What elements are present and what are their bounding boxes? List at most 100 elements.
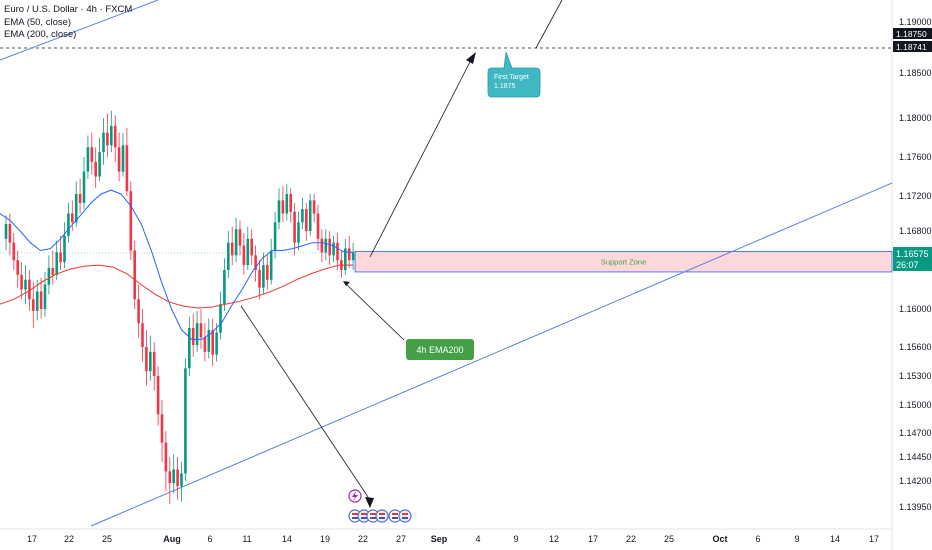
x-tick-label: 4 bbox=[475, 534, 480, 544]
flag-stripe-icon bbox=[361, 517, 367, 519]
x-tick-label: 19 bbox=[320, 534, 330, 544]
y-tick-label: 1.13950 bbox=[899, 502, 932, 512]
candle-body bbox=[129, 191, 133, 251]
upper-trendline bbox=[0, 0, 159, 61]
candle-body bbox=[308, 200, 312, 231]
candle-body bbox=[211, 329, 214, 355]
candle-body bbox=[137, 299, 140, 324]
x-tick-label: 22 bbox=[626, 534, 636, 544]
x-tick-label: 9 bbox=[794, 534, 799, 544]
candle-body bbox=[16, 260, 19, 275]
target-arrow-line bbox=[369, 57, 473, 258]
candle-body bbox=[20, 274, 23, 290]
candle-body bbox=[347, 248, 351, 261]
candle-body bbox=[35, 291, 39, 311]
x-tick-label: 11 bbox=[242, 534, 251, 544]
y-tick-label: 1.15000 bbox=[899, 400, 932, 410]
down-arrowhead bbox=[365, 497, 374, 508]
candle-body bbox=[266, 265, 269, 280]
target-price-tag-1 bbox=[893, 28, 932, 39]
flag-stripe-icon bbox=[352, 517, 358, 519]
candle-body bbox=[110, 125, 113, 146]
candle-body bbox=[59, 252, 62, 263]
candle-body bbox=[74, 194, 78, 223]
candle-body bbox=[227, 242, 230, 270]
first-target-callout bbox=[487, 51, 541, 98]
target-price-tag-2 bbox=[893, 41, 932, 52]
candle-body bbox=[94, 161, 97, 177]
candle-body bbox=[301, 209, 304, 223]
event-markers[interactable] bbox=[348, 489, 412, 523]
x-tick-label: 6 bbox=[755, 534, 760, 544]
candle-body bbox=[305, 209, 308, 231]
candle-body bbox=[242, 245, 246, 266]
x-tick-label: 25 bbox=[102, 534, 112, 544]
calendar-event-icon[interactable] bbox=[398, 509, 412, 523]
target-arrow-tail bbox=[535, 0, 563, 49]
candle-body bbox=[324, 238, 328, 253]
flag-stripe-icon bbox=[361, 513, 367, 515]
y-tick-label: 1.19000 bbox=[899, 17, 932, 27]
y-tick-label: 1.14450 bbox=[899, 452, 932, 462]
candle-body bbox=[351, 252, 355, 261]
price-axis[interactable]: 1.19000 1.18500 1.18000 1.17600 1.17200 1.168… bbox=[893, 17, 932, 512]
candle-body bbox=[176, 469, 179, 487]
candle-body bbox=[281, 200, 285, 214]
candle-body bbox=[12, 242, 16, 261]
candle-body bbox=[172, 469, 175, 484]
candle-body bbox=[32, 299, 35, 311]
support-zone-box bbox=[354, 251, 893, 273]
x-tick-label: Oct bbox=[712, 534, 727, 544]
x-tick-label: 6 bbox=[207, 534, 212, 544]
candle-body bbox=[328, 238, 331, 256]
y-tick-label: 1.15600 bbox=[899, 342, 932, 352]
candle-body bbox=[106, 132, 109, 146]
candle-body bbox=[152, 351, 156, 376]
candle-body bbox=[289, 194, 292, 212]
candle-body bbox=[98, 152, 101, 177]
candle-body bbox=[164, 442, 168, 472]
flag-stripe-icon bbox=[379, 513, 385, 515]
flag-stripe-icon bbox=[402, 517, 408, 519]
symbol-title[interactable]: Euro / U.S. Dollar · 4h · FXCM bbox=[4, 4, 133, 15]
annotations: First Target 1.1875 4h EMA200 bbox=[240, 0, 563, 508]
time-axis[interactable]: 17 22 25 Aug 6 11 14 19 22 27 Sep 4 9 12 17 22 25 Oct 6 9 14… bbox=[27, 534, 879, 544]
y-tick-label: 1.15300 bbox=[899, 371, 932, 381]
candle-body bbox=[67, 213, 70, 236]
ema50-line bbox=[0, 189, 354, 340]
flag-stripe-icon bbox=[392, 517, 398, 519]
candle-body bbox=[207, 329, 211, 352]
x-tick-label: 22 bbox=[64, 534, 74, 544]
candle-body bbox=[90, 147, 94, 162]
candle-body bbox=[113, 125, 117, 148]
candle-body bbox=[184, 368, 187, 474]
candle-body bbox=[277, 200, 281, 223]
candle-body bbox=[254, 255, 257, 270]
candle-body bbox=[55, 252, 58, 275]
candle-body bbox=[24, 279, 27, 290]
ema200-legend[interactable]: EMA (200, close) bbox=[4, 29, 77, 40]
candle-body bbox=[320, 238, 324, 253]
candle-body bbox=[269, 250, 273, 280]
x-tick-label: 14 bbox=[282, 534, 292, 544]
lower-trendline bbox=[90, 182, 893, 527]
calendar-event-icon[interactable] bbox=[375, 509, 389, 523]
lightning-glyph bbox=[352, 491, 358, 501]
ema-arrowhead bbox=[343, 281, 350, 286]
target-price-tag-2-text: 1.18741 bbox=[896, 42, 927, 52]
candle-body bbox=[78, 194, 82, 203]
candle-body bbox=[336, 242, 339, 261]
candle-body bbox=[238, 229, 242, 246]
x-tick-label: 12 bbox=[549, 534, 559, 544]
candle-body bbox=[51, 268, 55, 275]
x-tick-label: 22 bbox=[358, 534, 368, 544]
x-tick-label: 25 bbox=[664, 534, 674, 544]
ema50-legend[interactable]: EMA (50, close) bbox=[4, 16, 72, 28]
candle-body bbox=[203, 337, 207, 352]
candle-body bbox=[195, 323, 199, 346]
x-tick-label: Aug bbox=[163, 534, 181, 544]
candle-body bbox=[168, 471, 172, 484]
candle-body bbox=[273, 222, 277, 251]
